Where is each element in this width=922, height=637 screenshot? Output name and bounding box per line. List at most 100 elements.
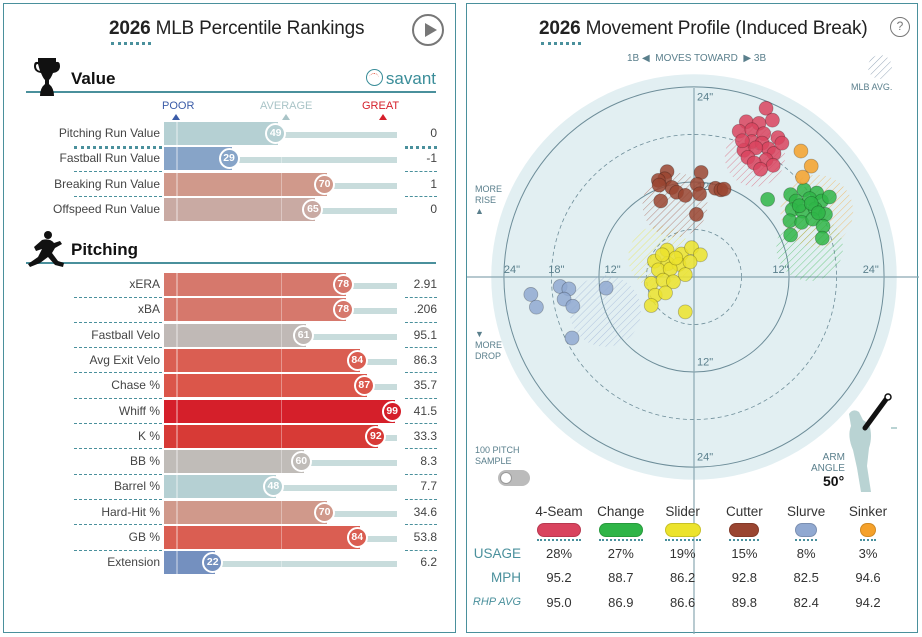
usage-indicator — [729, 539, 760, 542]
row-divider — [74, 397, 162, 399]
arm-angle-value: 50° — [823, 473, 845, 489]
row-divider — [74, 498, 162, 500]
percentile-row[interactable]: Fastball Run Value 29 -1 — [4, 146, 457, 171]
row-label: K % — [137, 428, 160, 443]
gridline — [280, 500, 282, 524]
row-label: Breaking Run Value — [54, 176, 160, 191]
gridline — [280, 526, 282, 549]
percentile-row[interactable]: Avg Exit Velo 84 86.3 — [4, 348, 457, 373]
percentile-bar — [164, 323, 307, 347]
help-icon[interactable]: ? — [890, 17, 910, 37]
row-divider — [405, 524, 437, 526]
percentile-row[interactable]: Chase % 87 35.7 — [4, 373, 457, 398]
play-icon[interactable] — [412, 14, 444, 46]
legend-item-cutter[interactable]: Cutter — [709, 504, 779, 542]
gridline — [176, 526, 178, 549]
pitch-point-slider — [677, 304, 693, 320]
percentile-row[interactable]: Offspeed Run Value 65 0 — [4, 197, 457, 222]
percentile-badge: 48 — [262, 476, 284, 498]
legend-item-slurve[interactable]: Slurve — [771, 504, 841, 542]
pitch-color-swatch — [729, 523, 760, 537]
row-label: Whiff % — [118, 403, 160, 418]
movement-chart: 24"24"12"12"24" 18" 12" 12" 24" — [467, 55, 919, 634]
pitch-point-slider — [643, 298, 659, 313]
pitch-point-change — [814, 230, 830, 246]
percentile-row[interactable]: GB % 84 53.8 — [4, 525, 457, 550]
pitch-point-change — [822, 189, 837, 205]
row-value: 2.91 — [413, 277, 437, 291]
pitch-sample-toggle[interactable] — [498, 470, 530, 486]
row-divider — [405, 145, 437, 149]
percentile-row[interactable]: K % 92 33.3 — [4, 424, 457, 449]
row-divider — [74, 145, 162, 149]
usage-indicator — [664, 539, 701, 542]
gridline — [280, 172, 282, 196]
legend-item-sinker[interactable]: Sinker — [833, 504, 903, 542]
percentile-bar — [164, 298, 346, 322]
percentile-bar — [164, 526, 360, 549]
row-label: Pitching Run Value — [58, 126, 160, 140]
row-label: GB % — [128, 530, 160, 544]
title-underline — [111, 42, 151, 45]
legend-item-change[interactable]: Change — [586, 504, 656, 542]
row-label: Extension — [107, 555, 160, 570]
pitch-point-cutter — [716, 181, 732, 197]
percentile-row[interactable]: Breaking Run Value 70 1 — [4, 172, 457, 197]
percentile-row[interactable]: Pitching Run Value 49 0 — [4, 121, 457, 146]
gridline — [176, 197, 178, 221]
gridline — [280, 551, 282, 575]
row-value: 6.2 — [420, 555, 437, 570]
gridline — [176, 475, 178, 499]
row-divider — [74, 448, 162, 450]
pitch-sample-label: 100 PITCH SAMPLE — [475, 445, 520, 466]
row-divider — [405, 397, 437, 399]
percentile-bar — [164, 273, 346, 296]
row-divider — [74, 372, 162, 374]
percentile-track — [164, 157, 397, 164]
percentile-row[interactable]: Whiff % 99 41.5 — [4, 399, 457, 424]
percentile-bar — [164, 450, 304, 474]
percentile-badge: 65 — [302, 198, 324, 220]
percentile-row[interactable]: xERA 78 2.91 — [4, 272, 457, 297]
rhp-avg-label: RHP AVG — [472, 596, 521, 608]
rhp-avg-value: 95.0 — [546, 595, 572, 610]
pitch-point-4-seam — [765, 112, 780, 128]
percentile-badge: 70 — [314, 501, 336, 523]
percentile-row[interactable]: Hard-Hit % 70 34.6 — [4, 500, 457, 525]
row-value: 34.6 — [413, 504, 437, 519]
gridline — [280, 450, 282, 474]
pitch-point-change — [760, 191, 776, 207]
percentile-bar — [164, 122, 279, 145]
poor-marker-icon — [172, 114, 180, 120]
row-divider — [405, 296, 437, 298]
percentile-row[interactable]: xBA 78 .206 — [4, 297, 457, 322]
legend-item-slider[interactable]: Slider — [648, 504, 718, 542]
row-divider — [74, 296, 162, 298]
row-value: 0 — [430, 201, 437, 216]
gridline — [280, 424, 282, 448]
pitch-point-4-seam — [765, 157, 781, 173]
legend-item-4-seam[interactable]: 4-Seam — [524, 504, 594, 542]
savant-logo[interactable]: savant — [365, 69, 436, 89]
percentile-row[interactable]: Fastball Velo 61 95.1 — [4, 323, 457, 348]
percentile-row[interactable]: Extension 22 6.2 — [4, 550, 457, 575]
average-marker-icon — [282, 114, 290, 120]
pitch-point-cutter — [677, 188, 693, 203]
percentile-bar — [164, 399, 395, 423]
percentile-row[interactable]: Barrel % 48 7.7 — [4, 474, 457, 499]
gridline — [280, 273, 282, 296]
row-divider — [405, 448, 437, 450]
row-label: Chase % — [111, 378, 160, 393]
gridline — [176, 323, 178, 347]
baseball-icon — [365, 69, 383, 86]
gridline — [280, 147, 282, 171]
pitch-point-change — [803, 195, 819, 211]
percentile-bar — [164, 197, 316, 221]
pitch-name: 4-Seam — [535, 504, 583, 519]
row-value: 0 — [430, 126, 437, 140]
percentile-row[interactable]: BB % 60 8.3 — [4, 449, 457, 474]
row-value: 53.8 — [413, 530, 437, 544]
pitch-point-cutter — [692, 186, 707, 202]
row-divider — [74, 170, 162, 172]
pitch-color-swatch — [795, 523, 818, 537]
